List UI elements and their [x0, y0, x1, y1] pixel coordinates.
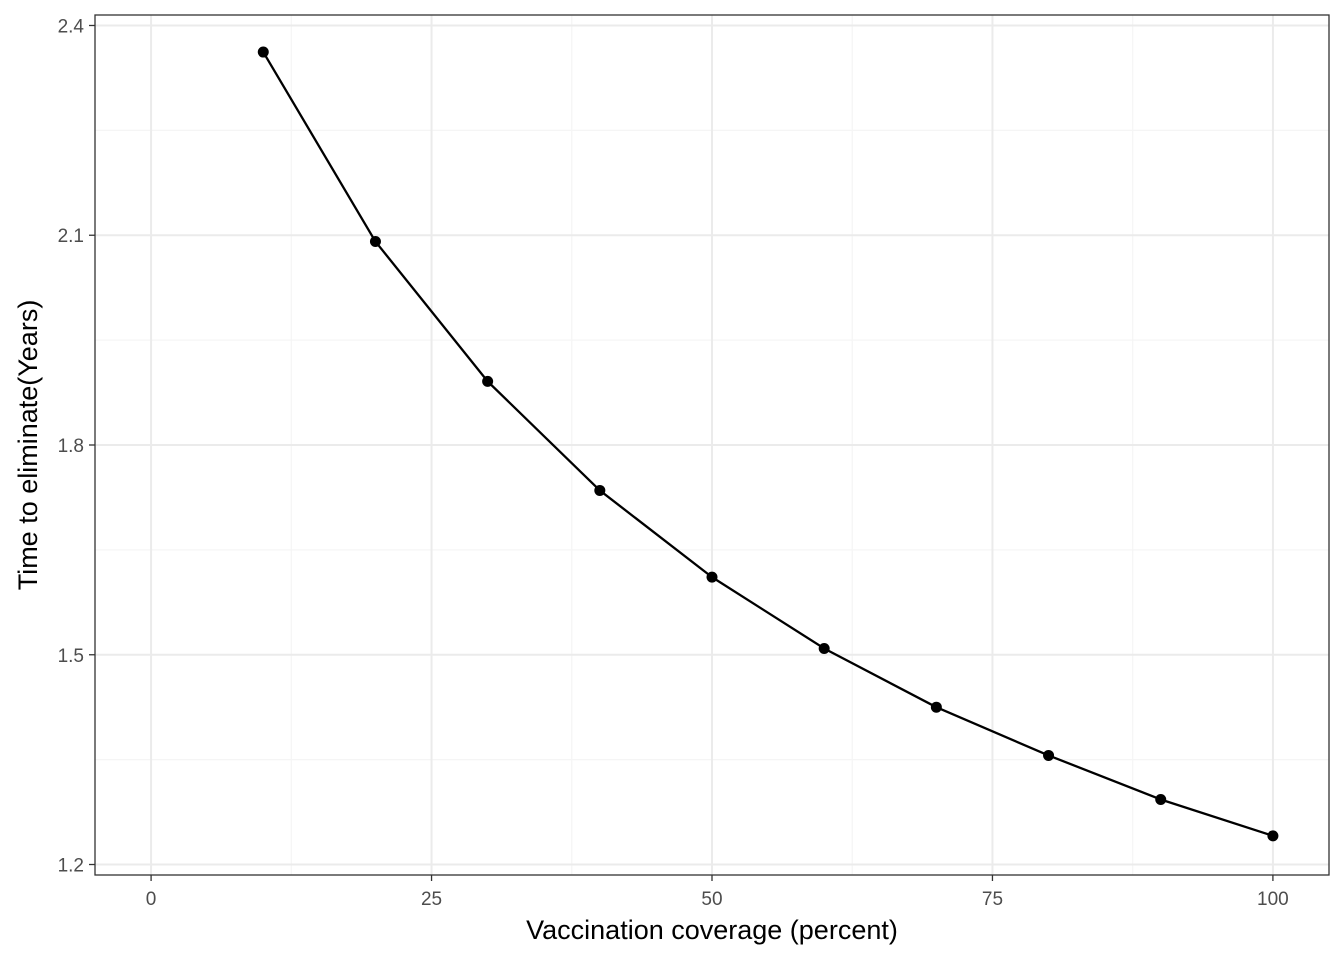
data-point: [594, 484, 606, 496]
y-tick-label: 2.4: [58, 16, 85, 37]
y-tick-label: 1.2: [58, 856, 84, 877]
x-tick-label: 50: [701, 889, 722, 910]
x-tick-label: 75: [982, 889, 1003, 910]
y-tick-label: 1.8: [58, 436, 84, 457]
y-tick-label: 1.5: [58, 646, 84, 667]
x-tick-label: 100: [1257, 889, 1289, 910]
grid-lines: [95, 15, 1329, 875]
data-point: [257, 46, 269, 58]
data-point: [1043, 749, 1055, 761]
y-axis-title: Time to eliminate(Years): [13, 300, 43, 591]
x-tick-label: 25: [421, 889, 442, 910]
data-point: [482, 375, 494, 387]
axis-ticks: 0 25 50 75 100 1.2 1.5 1.8 2.1 2.4: [58, 16, 1289, 910]
data-point: [1155, 793, 1167, 805]
data-series: [257, 46, 1279, 842]
y-tick-label: 2.1: [58, 226, 84, 247]
data-point: [1267, 830, 1279, 842]
data-point: [818, 642, 830, 654]
data-point: [930, 701, 942, 713]
x-axis-title: Vaccination coverage (percent): [526, 915, 898, 945]
data-point: [369, 236, 381, 248]
data-point: [706, 571, 718, 583]
series-line: [262, 51, 1274, 837]
x-tick-label: 0: [146, 889, 157, 910]
